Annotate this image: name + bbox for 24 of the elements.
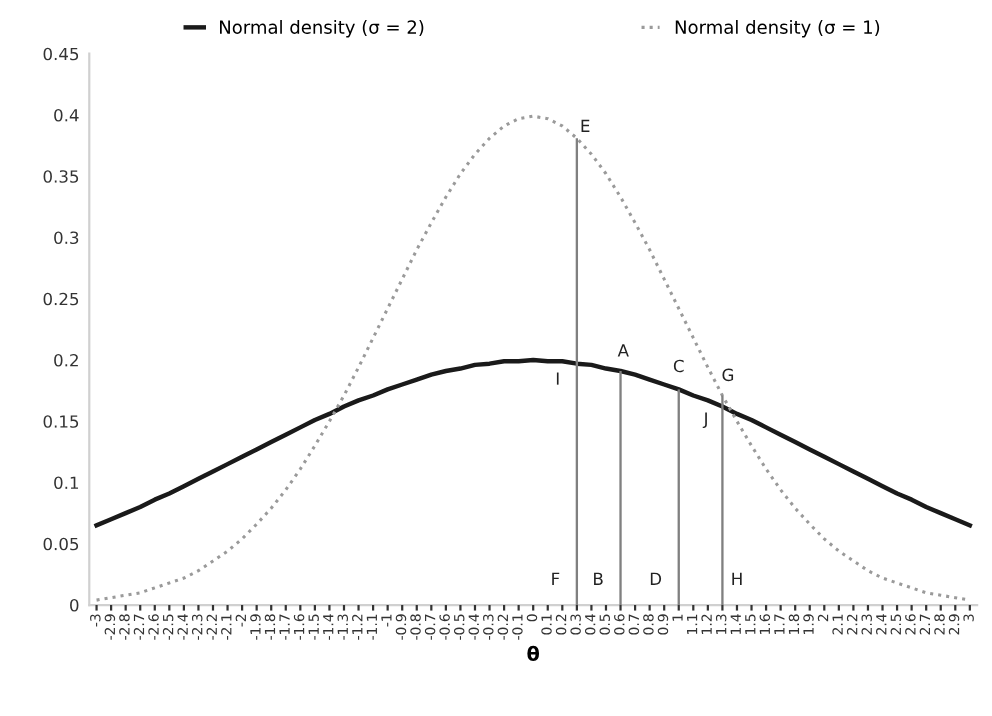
x-axis-title: θ	[527, 645, 540, 661]
annotation: I	[556, 372, 559, 385]
y-tick-label: 0.3	[54, 231, 79, 245]
y-tick-label: 0.2	[54, 353, 78, 367]
line-series	[94, 357, 973, 528]
legend-label: Normal density (σ = 1)	[675, 19, 880, 38]
y-tick-label: 0.1	[54, 476, 79, 490]
annotation: A	[617, 344, 629, 357]
y-tick-label: 0.35	[43, 170, 79, 183]
annotation: G	[722, 368, 734, 382]
annotation: E	[581, 119, 590, 132]
y-tick-label: 0.25	[43, 292, 79, 306]
y-tick-label: 0.4	[54, 108, 79, 122]
annotation: J	[702, 412, 707, 429]
annotation: D	[650, 572, 662, 585]
annotation: C	[673, 359, 684, 373]
y-tick-label: 0.45	[43, 47, 79, 61]
y-tick-label: 0.15	[43, 415, 79, 428]
annotation: F	[552, 572, 560, 585]
annotation: B	[594, 572, 603, 585]
y-tick-label: 0.05	[43, 537, 79, 551]
legend-label: Normal density (σ = 2)	[220, 19, 424, 38]
annotation: H	[732, 572, 742, 585]
y-tick-label: 0	[70, 598, 79, 612]
